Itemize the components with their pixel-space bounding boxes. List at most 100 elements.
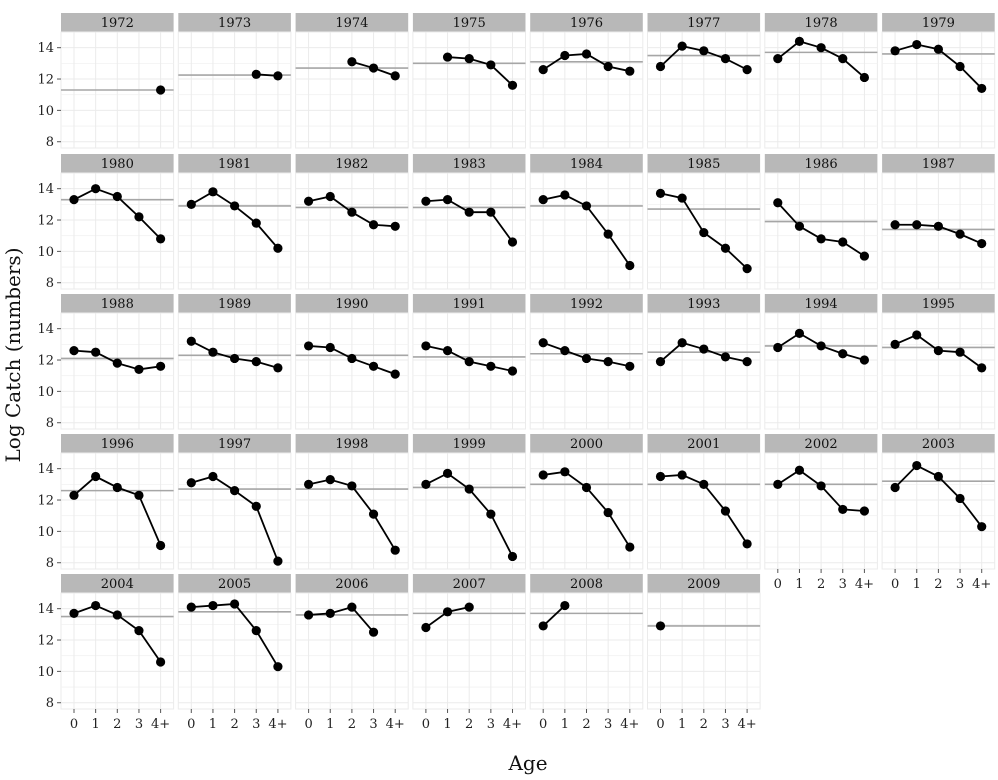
panel-title: 1987 xyxy=(922,157,955,172)
x-tick-label: 0 xyxy=(70,717,78,732)
data-point xyxy=(933,44,944,54)
data-point xyxy=(912,39,922,50)
panel-title: 2005 xyxy=(218,577,251,592)
data-point xyxy=(464,54,474,64)
x-tick-label: 0 xyxy=(539,717,547,732)
x-tick-label: 1 xyxy=(443,717,451,732)
data-point xyxy=(273,243,283,253)
data-point xyxy=(486,207,496,217)
data-point xyxy=(208,471,218,482)
panel-title: 1997 xyxy=(218,437,251,452)
data-point xyxy=(134,490,144,500)
panel-2000: 2000 xyxy=(529,434,644,570)
data-point xyxy=(560,600,570,611)
y-tick-label: 8 xyxy=(46,416,54,431)
series-line xyxy=(447,56,514,86)
panel-1980: 1980 xyxy=(60,154,175,290)
panel-strip xyxy=(61,434,174,453)
panel-1976: 1976 xyxy=(529,13,644,149)
panel-1999: 1999 xyxy=(412,434,526,570)
y-tick-label: 10 xyxy=(37,104,54,119)
data-point xyxy=(560,346,570,356)
panel-1990: 1990 xyxy=(295,294,409,430)
x-axis-title: Age xyxy=(507,751,547,775)
y-tick-label: 8 xyxy=(46,696,54,711)
data-point xyxy=(977,83,987,94)
panel-strip xyxy=(882,294,995,313)
data-point xyxy=(773,54,783,64)
data-point xyxy=(794,221,805,231)
data-point xyxy=(677,193,687,203)
x-tick-label: 2 xyxy=(934,577,942,592)
y-tick-label: 10 xyxy=(37,385,54,400)
panel-1977: 1977 xyxy=(647,13,761,149)
data-point xyxy=(655,61,666,72)
panel-strip xyxy=(412,574,526,593)
data-point xyxy=(390,545,400,555)
x-tick-label: 3 xyxy=(135,717,143,732)
data-point xyxy=(816,341,826,351)
data-point xyxy=(507,366,518,376)
data-point xyxy=(69,490,79,500)
panel-title: 1993 xyxy=(687,297,720,312)
data-point xyxy=(625,66,635,76)
data-point xyxy=(230,486,240,496)
x-tick-label: 0 xyxy=(187,717,195,732)
data-point xyxy=(816,43,826,53)
panel-2003: 2003 xyxy=(881,434,996,570)
data-point xyxy=(773,479,783,489)
panel-strip xyxy=(530,434,643,453)
data-point xyxy=(421,196,431,206)
data-point xyxy=(421,341,431,351)
panel-1978: 1978 xyxy=(764,13,878,149)
panel-1982: 1982 xyxy=(295,154,409,290)
panel-title: 1981 xyxy=(218,157,251,172)
data-point xyxy=(838,237,848,247)
data-point xyxy=(538,65,548,75)
panel-title: 2008 xyxy=(570,577,603,592)
series-line xyxy=(308,606,375,633)
data-point xyxy=(186,602,196,612)
data-point xyxy=(273,71,283,81)
data-point xyxy=(69,608,79,618)
data-point xyxy=(325,342,335,353)
data-point xyxy=(699,479,709,489)
panel-1987: 1987 xyxy=(881,154,996,290)
data-point xyxy=(368,509,379,519)
panel-2009: 2009 xyxy=(647,574,761,710)
data-point xyxy=(655,621,666,631)
panel-title: 2009 xyxy=(687,577,720,592)
data-point xyxy=(134,212,144,222)
data-point xyxy=(134,626,144,636)
panel-strip xyxy=(647,574,761,593)
x-tick-label: 3 xyxy=(604,717,612,732)
panel-title: 1998 xyxy=(335,437,368,452)
x-tick-label: 1 xyxy=(92,717,100,732)
data-point xyxy=(933,471,944,482)
data-point xyxy=(538,621,548,631)
panel-strip xyxy=(61,13,174,32)
panel-title: 2002 xyxy=(805,437,838,452)
panel-title: 2000 xyxy=(570,437,603,452)
x-tick-label: 3 xyxy=(369,717,377,732)
data-point xyxy=(859,251,870,261)
data-point xyxy=(955,229,965,239)
data-point xyxy=(773,198,783,208)
panel-strip xyxy=(764,154,878,173)
data-point xyxy=(773,342,783,353)
x-tick-label: 1 xyxy=(795,577,803,592)
panel-title: 1990 xyxy=(335,297,368,312)
data-point xyxy=(230,599,240,609)
data-point xyxy=(742,264,752,274)
data-point xyxy=(156,85,166,95)
data-point xyxy=(890,339,900,349)
panel-1986: 1986 xyxy=(764,154,878,290)
y-tick-label: 12 xyxy=(37,73,54,88)
panel-title: 1994 xyxy=(805,297,838,312)
data-point xyxy=(156,657,166,667)
data-point xyxy=(603,356,613,367)
data-point xyxy=(347,481,357,491)
data-point xyxy=(581,482,592,493)
data-point xyxy=(156,540,166,551)
data-point xyxy=(655,356,666,367)
